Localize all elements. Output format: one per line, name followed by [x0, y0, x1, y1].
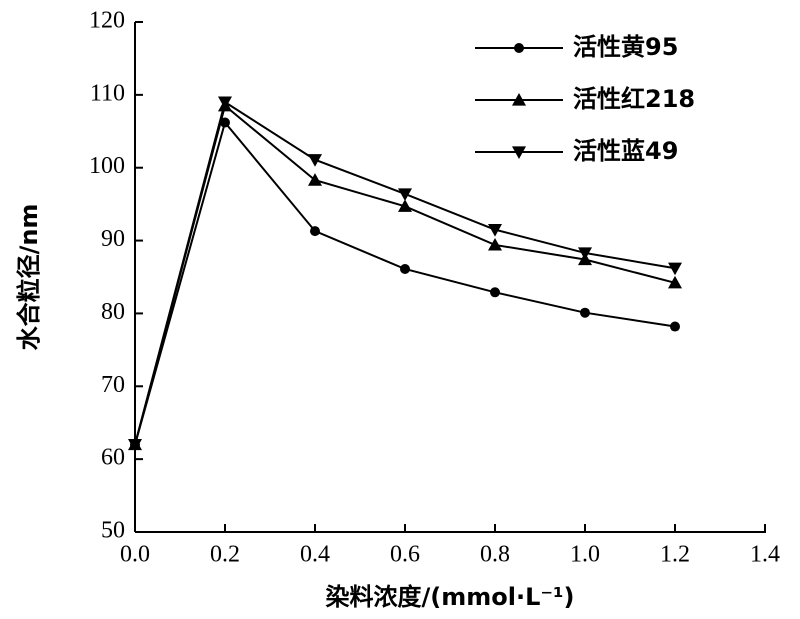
- marker: [514, 43, 524, 53]
- marker: [512, 93, 526, 106]
- marker: [310, 226, 320, 237]
- marker: [668, 275, 682, 289]
- x-tick-label: 0.4: [300, 542, 330, 568]
- marker: [398, 199, 412, 212]
- marker: [490, 287, 500, 298]
- marker: [218, 96, 232, 110]
- legend-label: 活性黄95: [573, 33, 678, 61]
- marker: [488, 237, 502, 251]
- marker: [128, 438, 142, 452]
- x-tick-label: 0.0: [120, 542, 150, 568]
- marker: [308, 154, 322, 167]
- series-line: [134, 120, 676, 445]
- legend-label: 活性蓝49: [573, 137, 678, 165]
- marker: [580, 307, 590, 318]
- x-tick-label: 0.6: [390, 542, 420, 568]
- legend-label: 活性红218: [573, 85, 695, 113]
- marker: [220, 117, 230, 128]
- x-tick-label: 1.2: [660, 542, 690, 568]
- x-axis-label: 染料浓度/(mmol·L⁻¹): [325, 583, 574, 611]
- y-tick-label: 70: [101, 372, 125, 398]
- y-axis-label: 水合粒径/nm: [15, 204, 43, 351]
- x-tick-label: 1.0: [570, 542, 600, 568]
- y-tick-label: 60: [101, 445, 125, 471]
- marker: [398, 188, 412, 201]
- marker: [488, 224, 502, 237]
- marker: [400, 263, 410, 274]
- y-tick-label: 110: [90, 80, 125, 106]
- marker: [670, 321, 680, 332]
- y-tick-label: 50: [101, 518, 125, 544]
- y-tick-label: 90: [101, 226, 125, 252]
- y-tick-label: 100: [89, 153, 125, 179]
- marker: [578, 247, 592, 260]
- x-tick-label: 0.2: [210, 542, 240, 568]
- x-tick-label: 1.4: [750, 542, 780, 568]
- x-tick-label: 0.8: [480, 542, 510, 568]
- marker: [512, 146, 526, 159]
- y-tick-label: 80: [101, 299, 125, 325]
- y-tick-label: 120: [89, 8, 125, 34]
- marker: [308, 173, 322, 186]
- marker: [668, 262, 682, 276]
